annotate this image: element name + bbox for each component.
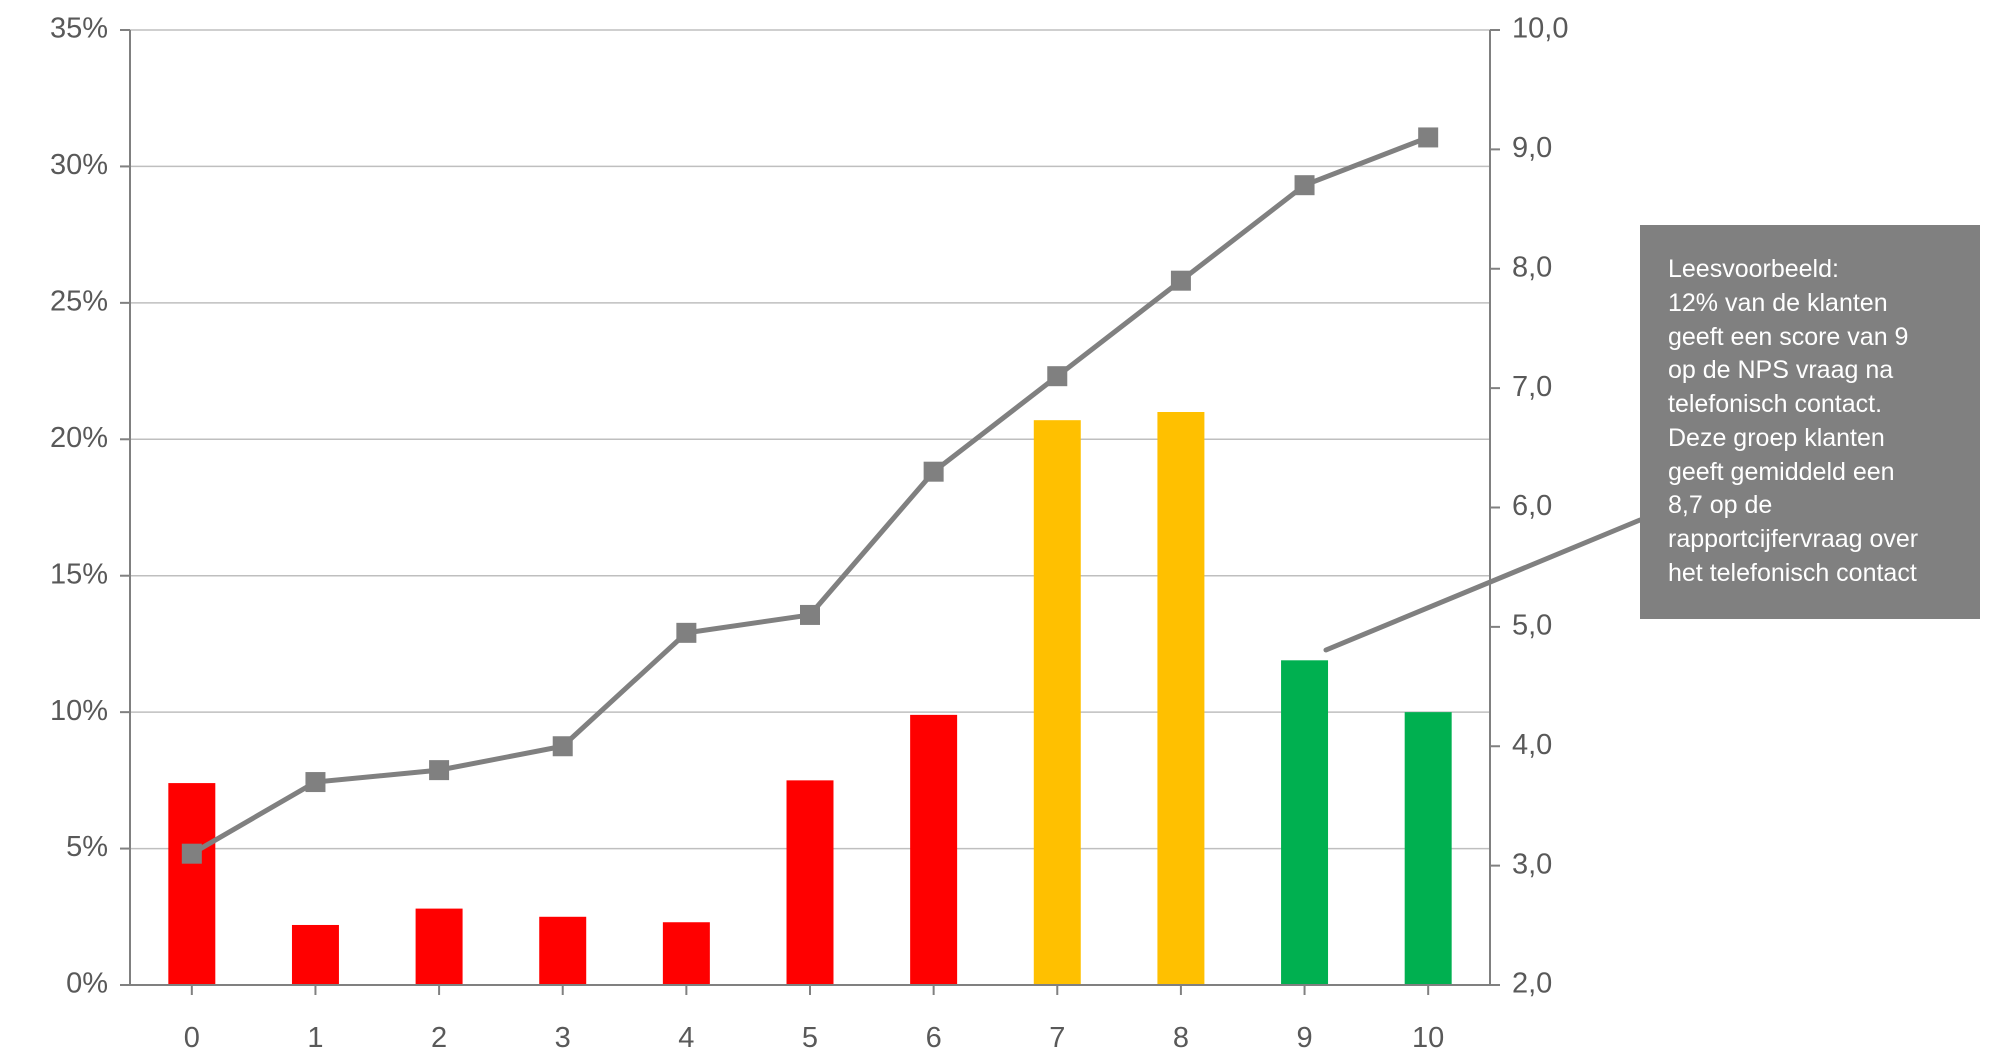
callout-line: Leesvoorbeeld: <box>1668 253 1952 287</box>
x-label: 8 <box>1173 1022 1189 1054</box>
bar <box>416 909 463 985</box>
y-right-label: 9,0 <box>1512 132 1552 164</box>
x-label: 6 <box>926 1022 942 1054</box>
chart-container: 0% 5% 10% 15% 20% 25% 30% 35% 2,0 3,0 4,0 5,0 6,0 7,0… <box>0 0 2000 1060</box>
x-label: 7 <box>1049 1022 1065 1054</box>
line-marker <box>1047 366 1067 386</box>
bar <box>787 780 834 985</box>
y-left-label: 15% <box>50 558 108 590</box>
callout-line: 12% van de klanten <box>1668 287 1952 321</box>
x-label: 2 <box>431 1022 447 1054</box>
y-right-label: 3,0 <box>1512 848 1552 880</box>
bar <box>910 715 957 985</box>
y-right-label: 6,0 <box>1512 490 1552 522</box>
line-marker <box>553 736 573 756</box>
line-marker <box>1295 175 1315 195</box>
y-right-label: 10,0 <box>1512 13 1568 45</box>
line-marker <box>924 462 944 482</box>
y-right-label: 7,0 <box>1512 371 1552 403</box>
y-right-label: 5,0 <box>1512 610 1552 642</box>
callout-box: Leesvoorbeeld:12% van de klantengeeft ee… <box>1640 225 1980 619</box>
callout-line: rapportcijfervraag over <box>1668 523 1952 557</box>
line-marker <box>429 760 449 780</box>
x-label: 10 <box>1412 1022 1444 1054</box>
x-label: 0 <box>184 1022 200 1054</box>
bar <box>539 917 586 985</box>
y-left-label: 10% <box>50 695 108 727</box>
bar <box>1157 412 1204 985</box>
callout-line: geeft gemiddeld een <box>1668 456 1952 490</box>
x-label: 9 <box>1296 1022 1312 1054</box>
line-marker <box>1418 127 1438 147</box>
bar <box>168 783 215 985</box>
y-left-label: 25% <box>50 286 108 318</box>
callout-line: 8,7 op de <box>1668 489 1952 523</box>
bar <box>1034 420 1081 985</box>
callout-line: het telefonisch contact <box>1668 557 1952 591</box>
bar <box>1281 660 1328 985</box>
x-label: 3 <box>555 1022 571 1054</box>
y-right-label: 4,0 <box>1512 729 1552 761</box>
bar <box>1405 712 1452 985</box>
y-left-label: 0% <box>66 968 108 1000</box>
x-label: 1 <box>307 1022 323 1054</box>
callout-line: telefonisch contact. <box>1668 388 1952 422</box>
line-marker <box>800 605 820 625</box>
line-marker <box>182 844 202 864</box>
x-label: 4 <box>678 1022 694 1054</box>
y-left-label: 35% <box>50 13 108 45</box>
callout-line: geeft een score van 9 <box>1668 321 1952 355</box>
bar <box>292 925 339 985</box>
y-left-label: 5% <box>66 831 108 863</box>
y-left-label: 30% <box>50 149 108 181</box>
y-left-label: 20% <box>50 422 108 454</box>
x-label: 5 <box>802 1022 818 1054</box>
line-marker <box>676 623 696 643</box>
callout-line: Deze groep klanten <box>1668 422 1952 456</box>
bar <box>663 922 710 985</box>
y-right-label: 2,0 <box>1512 968 1552 1000</box>
y-right-label: 8,0 <box>1512 251 1552 283</box>
callout-line: op de NPS vraag na <box>1668 354 1952 388</box>
line-marker <box>305 772 325 792</box>
line-marker <box>1171 271 1191 291</box>
